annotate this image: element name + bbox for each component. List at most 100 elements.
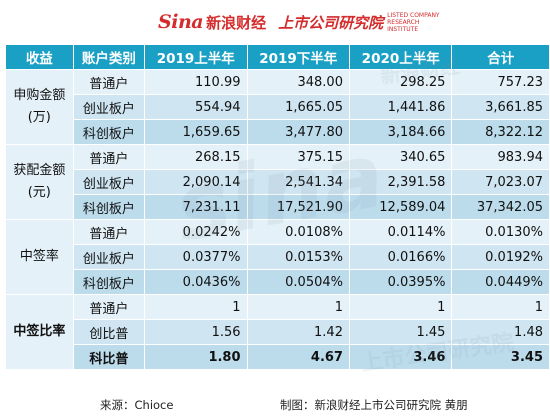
table-row: 获配金额 (元) 普通户 268.15 375.15 340.65 983.94 [5,144,550,220]
account-type-cell: 创业板户 [72,94,146,120]
header-cell-h1-2019: 2019上半年 [144,44,248,70]
value-cell: 1.45 [348,319,453,345]
table-row: 科比普 1.80 4.67 3.46 3.45 [6,344,550,370]
value-cell: 8,322.12 [451,119,550,145]
value-cell: 1.80 [144,344,248,370]
account-type-cell: 创业板户 [72,169,146,195]
account-type-cell: 普通户 [72,69,146,95]
value-cell: 554.94 [144,94,248,120]
value-cell: 0.0166% [348,244,453,270]
value-cell: 7,231.11 [144,194,248,220]
table-row: 创业板户 0.0377% 0.0153% 0.0166% 0.0192% [6,244,550,270]
footer: 来源：Chioce 制图：新浪财经上市公司研究院 黄朋 [0,392,550,418]
value-cell: 2,090.14 [144,169,248,195]
account-type-cell: 科创板户 [72,269,146,295]
value-cell: 1.48 [451,319,550,345]
account-type-cell: 科创板户 [72,194,146,220]
value-cell: 1.56 [144,319,248,345]
value-cell: 2,541.34 [246,169,350,195]
value-cell: 1.42 [246,319,350,345]
group-label-line: (元) [27,185,51,200]
group-label-line: 申购金额 [13,88,66,103]
source-note: 来源：Chioce [100,398,174,412]
account-type-cell: 普通户 [72,144,146,170]
group-label: 获配金额 (元) [5,144,74,220]
account-type-cell: 科比普 [72,344,146,370]
value-cell: 0.0192% [451,244,550,270]
group-label: 申购金额 (万) [5,69,74,145]
value-cell: 1 [246,294,350,320]
header-cell-h1-2020: 2020上半年 [348,44,453,70]
value-cell: 110.99 [144,69,248,95]
table-row: 创比普 1.56 1.42 1.45 1.48 [6,319,550,345]
header-cell-account: 账户类别 [72,44,146,70]
value-cell: 1,665.05 [246,94,350,120]
value-cell: 3,661.85 [451,94,550,120]
value-cell: 1 [348,294,453,320]
institute-name: 上市公司研究院 [278,13,384,32]
value-cell: 3.46 [348,344,453,370]
sina-logo-icon: Sina [158,11,204,33]
value-cell: 0.0108% [246,219,350,245]
credit-note: 制图：新浪财经上市公司研究院 黄朋 [280,398,468,412]
value-cell: 3,184.66 [348,119,453,145]
table-row: 申购金额 (万) 普通户 110.99 348.00 298.25 757.23 [5,69,550,145]
value-cell: 2,391.58 [348,169,453,195]
ipo-stats-table: 收益 账户类别 2019上半年 2019下半年 2020上半年 合计 申购金额 (… [5,44,550,370]
group-label-line: (万) [27,110,51,125]
value-cell: 12,589.04 [348,194,453,220]
account-type-cell: 普通户 [72,219,146,245]
value-cell: 0.0504% [246,269,350,295]
table-row: 中签比率 普通户 1 1 1 1 [5,294,550,370]
group-label-line: 获配金额 [13,163,66,178]
value-cell: 1,441.86 [348,94,453,120]
value-cell: 7,023.07 [451,169,550,195]
value-cell: 0.0377% [144,244,248,270]
value-cell: 983.94 [451,144,550,170]
value-cell: 340.65 [348,144,453,170]
group-label: 中签率 [5,219,74,295]
value-cell: 757.23 [451,69,550,95]
header-cell-h2-2019: 2019下半年 [246,44,350,70]
table-body: 申购金额 (万) 普通户 110.99 348.00 298.25 757.23 创业板户 55… [5,69,550,370]
value-cell: 348.00 [246,69,350,95]
account-type-cell: 科创板户 [72,119,146,145]
value-cell: 0.0114% [348,219,453,245]
group-label: 中签比率 [5,294,74,370]
account-type-cell: 创业板户 [72,244,146,270]
brand-logo: Sina 新浪财经 上市公司研究院 LISTED COMPANY RESEARC… [158,8,447,36]
value-cell: 0.0436% [144,269,248,295]
value-cell: 1 [144,294,248,320]
value-cell: 268.15 [144,144,248,170]
header: Sina 新浪财经 上市公司研究院 LISTED COMPANY RESEARC… [0,0,550,44]
header-cell-total: 合计 [451,44,550,70]
value-cell: 0.0395% [348,269,453,295]
account-type-cell: 普通户 [72,294,146,320]
value-cell: 4.67 [246,344,350,370]
account-type-cell: 创比普 [72,319,146,345]
table-row: 科创板户 1,659.65 3,477.80 3,184.66 8,322.12 [6,119,550,145]
institute-tagline: LISTED COMPANY RESEARCH INSTITUTE [387,11,440,33]
value-cell: 0.0449% [451,269,550,295]
value-cell: 17,521.90 [246,194,350,220]
group-label-line: 中签比率 [13,324,66,339]
value-cell: 3,477.80 [246,119,350,145]
value-cell: 1,659.65 [144,119,248,145]
table-row: 创业板户 554.94 1,665.05 1,441.86 3,661.85 [6,94,550,120]
table-row: 科创板户 0.0436% 0.0504% 0.0395% 0.0449% [6,269,550,295]
group-label-line: 中签率 [19,249,59,264]
value-cell: 375.15 [246,144,350,170]
value-cell: 298.25 [348,69,453,95]
brand-name: 新浪财经 [206,13,267,32]
table-header-row: 收益 账户类别 2019上半年 2019下半年 2020上半年 合计 [5,44,550,70]
table-row: 创业板户 2,090.14 2,541.34 2,391.58 7,023.07 [6,169,550,195]
value-cell: 1 [451,294,550,320]
value-cell: 0.0242% [144,219,248,245]
table-row: 科创板户 7,231.11 17,521.90 12,589.04 37,342.05 [6,194,550,220]
table-row: 中签率 普通户 0.0242% 0.0108% 0.0114% 0.0130% [5,219,550,295]
value-cell: 3.45 [451,344,550,370]
value-cell: 37,342.05 [451,194,550,220]
value-cell: 0.0153% [246,244,350,270]
value-cell: 0.0130% [451,219,550,245]
header-cell-category: 收益 [5,44,74,70]
